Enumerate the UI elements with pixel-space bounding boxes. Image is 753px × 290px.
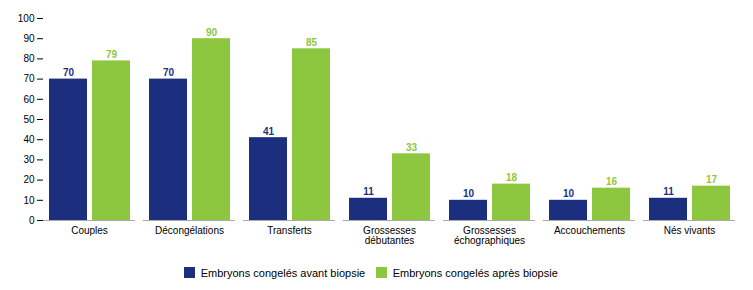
svg-text:40: 40 (23, 134, 35, 145)
svg-text:50: 50 (23, 114, 35, 125)
svg-text:90: 90 (206, 27, 218, 38)
svg-text:Couples: Couples (71, 225, 108, 236)
svg-text:17: 17 (706, 174, 718, 185)
svg-text:10: 10 (563, 188, 575, 199)
svg-text:10: 10 (463, 188, 475, 199)
svg-text:0: 0 (29, 215, 35, 226)
svg-text:90: 90 (23, 33, 35, 44)
svg-text:Transferts: Transferts (267, 225, 312, 236)
svg-text:10: 10 (23, 195, 35, 206)
svg-text:60: 60 (23, 94, 35, 105)
html-text:Embryons congelés après biopsi: Embryons congelés après biopsie (392, 266, 558, 279)
svg-text:16: 16 (606, 176, 618, 187)
svg-text:Accouchements: Accouchements (554, 225, 625, 236)
svg-text:70: 70 (163, 67, 175, 78)
svg-text:33: 33 (406, 142, 418, 153)
svg-text:41: 41 (263, 126, 275, 137)
svg-text:85: 85 (306, 37, 318, 48)
svg-text:70: 70 (23, 73, 35, 84)
svg-text:18: 18 (506, 172, 518, 183)
svg-text:Grossessesdébutantes: Grossessesdébutantes (363, 225, 416, 246)
svg-text:11: 11 (363, 186, 374, 197)
svg-text:11: 11 (663, 186, 674, 197)
svg-text:20: 20 (23, 174, 35, 185)
svg-text:100: 100 (18, 13, 35, 24)
svg-text:70: 70 (63, 67, 75, 78)
html-text:Embryons congelés avant biopsi: Embryons congelés avant biopsie (200, 266, 366, 279)
svg-text:Décongélations: Décongélations (155, 225, 224, 236)
svg-text:79: 79 (106, 49, 118, 60)
svg-text:30: 30 (23, 154, 35, 165)
svg-text:80: 80 (23, 53, 35, 64)
svg-text:Grossesseséchographiques: Grossesseséchographiques (454, 225, 525, 246)
svg-text:Nés vivants: Nés vivants (664, 225, 716, 236)
